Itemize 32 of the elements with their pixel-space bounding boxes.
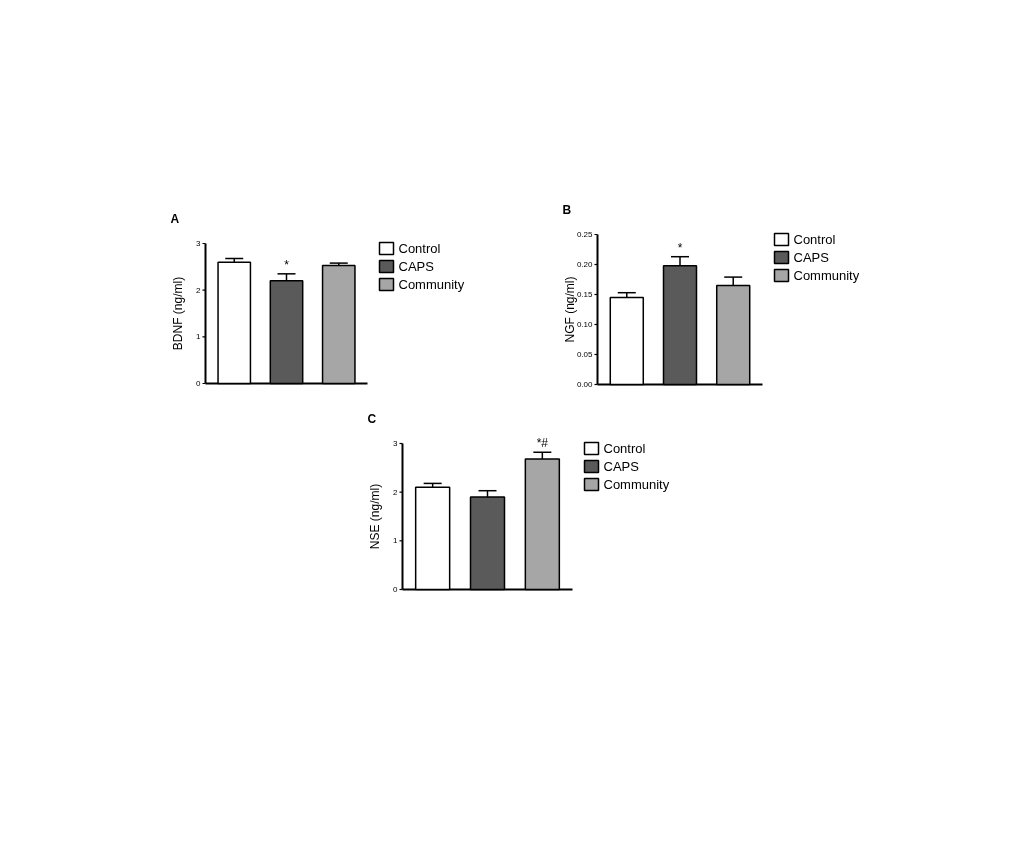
y-tick-label: 1 <box>393 536 399 546</box>
y-tick-label: 2 <box>196 285 202 295</box>
legend-label: Community <box>793 268 860 283</box>
legend-label: Control <box>793 232 836 247</box>
y-tick-label: 0.20 <box>576 260 594 269</box>
y-tick-label: 0.25 <box>576 230 594 239</box>
legend-label: Community <box>603 477 670 492</box>
y-tick-label: 0.05 <box>576 350 594 359</box>
y-tick-label: 2 <box>393 487 399 497</box>
y-tick-label: 3 <box>196 239 202 248</box>
y-tick-label: 1 <box>196 332 202 342</box>
legend-label: Community <box>398 277 465 292</box>
legend-label: CAPS <box>398 259 435 274</box>
chart-title: B <box>562 202 572 217</box>
data-label: *# <box>536 436 549 451</box>
data-label: * <box>284 257 290 272</box>
y-tick-label: 0 <box>393 585 399 594</box>
y-axis-title: NSE (ng/ml) <box>367 483 382 550</box>
chart-title: C <box>367 411 377 426</box>
y-tick-label: 0 <box>196 379 202 388</box>
data-label: * <box>677 240 683 255</box>
legend-label: Control <box>398 241 441 256</box>
chart-title: A <box>170 211 180 226</box>
y-axis-title: BDNF (ng/ml) <box>170 276 185 351</box>
y-tick-label: 0.10 <box>576 320 594 329</box>
y-tick-label: 0.00 <box>576 380 594 389</box>
legend-label: CAPS <box>793 250 830 265</box>
y-tick-label: 3 <box>393 439 399 448</box>
y-tick-label: 0.15 <box>576 290 594 299</box>
legend-label: CAPS <box>603 459 640 474</box>
y-axis-title: NGF (ng/ml) <box>562 276 577 343</box>
legend-label: Control <box>603 441 646 456</box>
